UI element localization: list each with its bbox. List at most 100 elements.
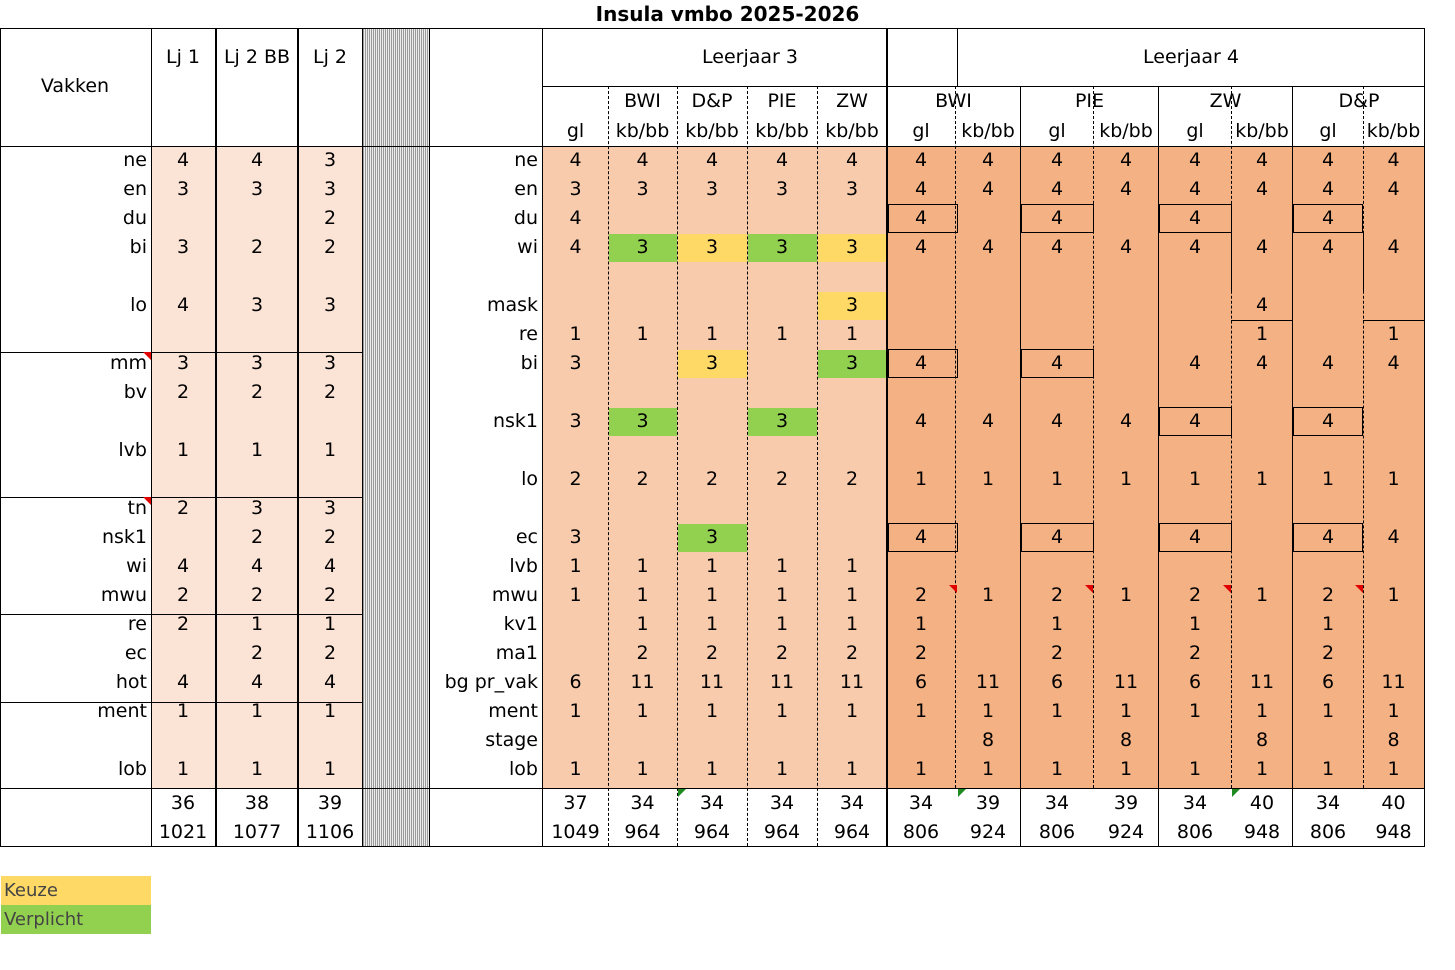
hours-cell[interactable]: 2 — [323, 207, 337, 229]
hours-cell[interactable]: 3 — [569, 352, 582, 374]
hours-cell[interactable]: 4 — [323, 555, 337, 577]
hours-cell[interactable]: 1 — [1188, 613, 1202, 635]
subject-label[interactable]: bv — [123, 381, 147, 403]
hours-cell[interactable]: 3 — [775, 410, 789, 432]
hours-cell[interactable]: 1 — [1387, 700, 1400, 722]
hours-cell[interactable]: 4 — [705, 149, 719, 171]
hours-cell[interactable]: 4 — [1188, 352, 1202, 374]
total-hours[interactable]: 34 — [630, 792, 655, 814]
header-level[interactable]: kb/bb — [1235, 120, 1289, 142]
hours-cell[interactable]: 4 — [1050, 236, 1064, 258]
hours-cell[interactable]: 2 — [1321, 584, 1335, 606]
total-hours[interactable]: 40 — [1249, 792, 1275, 814]
hours-cell[interactable]: 1 — [1255, 468, 1269, 490]
hours-cell[interactable]: 4 — [914, 207, 928, 229]
hours-cell[interactable]: 4 — [1050, 149, 1064, 171]
hours-cell[interactable]: 1 — [636, 700, 649, 722]
total-minutes[interactable]: 924 — [969, 821, 1007, 843]
header-sector-l4-2[interactable]: ZW — [1209, 90, 1242, 112]
subject-label[interactable]: ec — [124, 642, 147, 664]
subject-label[interactable]: en — [514, 178, 538, 200]
hours-cell[interactable]: 4 — [569, 207, 582, 229]
hours-cell[interactable]: 1 — [323, 439, 337, 461]
subject-label[interactable]: mask — [486, 294, 538, 316]
hours-cell[interactable]: 3 — [323, 178, 337, 200]
total-minutes[interactable]: 964 — [833, 821, 871, 843]
hours-cell[interactable]: 1 — [1387, 323, 1400, 345]
total-hours[interactable]: 39 — [317, 792, 343, 814]
hours-cell[interactable]: 4 — [1050, 207, 1064, 229]
hours-cell[interactable]: 1 — [1321, 613, 1335, 635]
hours-cell[interactable]: 1 — [705, 700, 719, 722]
hours-cell[interactable]: 2 — [845, 468, 859, 490]
hours-cell[interactable]: 3 — [845, 294, 859, 316]
hours-cell[interactable]: 4 — [1119, 178, 1133, 200]
hours-cell[interactable]: 3 — [705, 236, 719, 258]
hours-cell[interactable]: 4 — [845, 149, 859, 171]
hours-cell[interactable]: 3 — [705, 526, 719, 548]
hours-cell[interactable]: 2 — [775, 468, 789, 490]
hours-cell[interactable]: 8 — [981, 729, 995, 751]
hours-cell[interactable]: 4 — [1188, 178, 1202, 200]
hours-cell[interactable]: 1 — [1255, 323, 1269, 345]
hours-cell[interactable]: 2 — [569, 468, 582, 490]
hours-cell[interactable]: 2 — [845, 642, 859, 664]
total-hours[interactable]: 34 — [1315, 792, 1341, 814]
total-minutes[interactable]: 1077 — [232, 821, 282, 843]
hours-cell[interactable]: 1 — [1255, 584, 1269, 606]
hours-cell[interactable]: 1 — [323, 613, 337, 635]
total-minutes[interactable]: 1021 — [158, 821, 208, 843]
header-level[interactable]: kb/bb — [825, 120, 879, 142]
hours-cell[interactable]: 1 — [1050, 468, 1064, 490]
total-minutes[interactable]: 806 — [1176, 821, 1214, 843]
hours-cell[interactable]: 1 — [250, 439, 264, 461]
subject-label[interactable]: nsk1 — [101, 526, 147, 548]
total-minutes[interactable]: 964 — [693, 821, 731, 843]
hours-cell[interactable]: 2 — [176, 381, 190, 403]
hours-cell[interactable]: 1 — [1255, 758, 1269, 780]
hours-cell[interactable]: 6 — [1321, 671, 1335, 693]
hours-cell[interactable]: 1 — [705, 323, 719, 345]
hours-cell[interactable]: 2 — [250, 526, 264, 548]
header-sector-l3-1[interactable]: D&P — [691, 90, 733, 112]
header-sector-l4-3[interactable]: D&P — [1338, 90, 1380, 112]
total-hours[interactable]: 34 — [908, 792, 934, 814]
hours-cell[interactable]: 11 — [769, 671, 795, 693]
subject-label[interactable]: lob — [118, 758, 147, 780]
hours-cell[interactable]: 4 — [1321, 410, 1335, 432]
hours-cell[interactable]: 3 — [569, 410, 582, 432]
total-hours[interactable]: 38 — [244, 792, 270, 814]
hours-cell[interactable]: 1 — [1119, 700, 1133, 722]
hours-cell[interactable]: 4 — [914, 352, 928, 374]
hours-cell[interactable]: 2 — [914, 642, 928, 664]
hours-cell[interactable]: 4 — [176, 294, 190, 316]
hours-cell[interactable]: 4 — [1050, 178, 1064, 200]
hours-cell[interactable]: 4 — [981, 410, 995, 432]
subject-label[interactable]: lob — [509, 758, 538, 780]
hours-cell[interactable]: 1 — [250, 613, 264, 635]
header-sector-l4-0[interactable]: BWI — [935, 90, 972, 112]
hours-cell[interactable]: 11 — [1113, 671, 1139, 693]
hours-cell[interactable]: 4 — [1387, 526, 1400, 548]
hours-cell[interactable]: 3 — [323, 294, 337, 316]
hours-cell[interactable]: 6 — [914, 671, 928, 693]
hours-cell[interactable]: 1 — [1119, 468, 1133, 490]
hours-cell[interactable]: 11 — [975, 671, 1001, 693]
hours-cell[interactable]: 1 — [914, 700, 928, 722]
hours-cell[interactable]: 4 — [176, 671, 190, 693]
hours-cell[interactable]: 1 — [705, 584, 719, 606]
subject-label[interactable]: mwu — [100, 584, 147, 606]
header-level[interactable]: kb/bb — [961, 120, 1015, 142]
hours-cell[interactable]: 2 — [1188, 584, 1202, 606]
hours-cell[interactable]: 4 — [1255, 178, 1269, 200]
total-minutes[interactable]: 924 — [1107, 821, 1145, 843]
hours-cell[interactable]: 4 — [981, 178, 995, 200]
hours-cell[interactable]: 4 — [569, 236, 582, 258]
hours-cell[interactable]: 3 — [845, 178, 859, 200]
hours-cell[interactable]: 2 — [1188, 642, 1202, 664]
subject-label[interactable]: wi — [517, 236, 538, 258]
hours-cell[interactable]: 1 — [176, 700, 190, 722]
hours-cell[interactable]: 1 — [981, 468, 995, 490]
hours-cell[interactable]: 3 — [176, 178, 190, 200]
hours-cell[interactable]: 4 — [914, 149, 928, 171]
